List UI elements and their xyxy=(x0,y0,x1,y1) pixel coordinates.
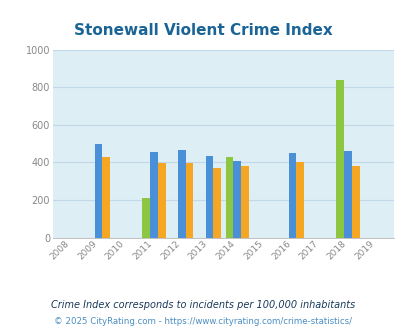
Bar xyxy=(94,144,102,238)
Text: Crime Index corresponds to incidents per 100,000 inhabitants: Crime Index corresponds to incidents per… xyxy=(51,300,354,310)
Bar xyxy=(177,149,185,238)
Bar xyxy=(150,152,158,238)
Bar xyxy=(233,161,241,238)
Bar xyxy=(288,152,296,238)
Bar xyxy=(142,198,150,238)
Bar xyxy=(336,80,343,238)
Bar xyxy=(213,168,221,238)
Bar xyxy=(185,163,193,238)
Text: © 2025 CityRating.com - https://www.cityrating.com/crime-statistics/: © 2025 CityRating.com - https://www.city… xyxy=(54,317,351,326)
Bar xyxy=(102,157,110,238)
Bar xyxy=(205,156,213,238)
Bar xyxy=(241,166,248,238)
Bar xyxy=(351,166,359,238)
Text: Stonewall Violent Crime Index: Stonewall Violent Crime Index xyxy=(73,23,332,38)
Bar xyxy=(225,157,233,238)
Bar xyxy=(296,162,303,238)
Bar xyxy=(343,151,351,238)
Bar xyxy=(158,163,165,238)
